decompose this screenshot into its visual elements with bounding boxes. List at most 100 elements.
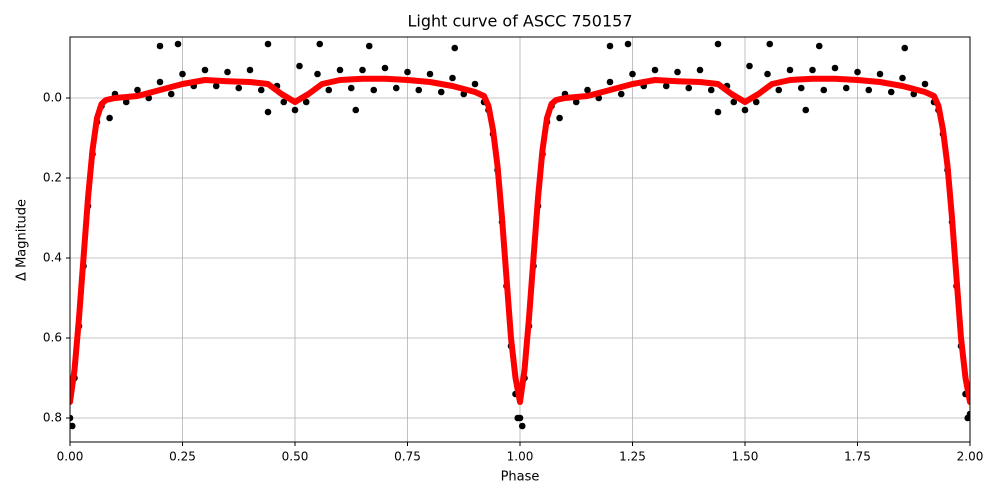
data-point: [865, 86, 873, 94]
data-point: [264, 108, 272, 116]
data-point: [352, 106, 360, 114]
data-point: [316, 40, 324, 48]
data-point: [370, 86, 378, 94]
data-point: [106, 114, 113, 122]
data-point: [264, 40, 272, 48]
y-tick-label: 0.2: [43, 171, 62, 185]
data-point: [606, 78, 614, 86]
data-point: [707, 86, 715, 94]
y-tick-label: 0.4: [43, 251, 62, 265]
data-point: [887, 88, 895, 96]
x-tick-label: 1.00: [507, 450, 534, 464]
data-point: [685, 84, 693, 92]
data-point: [201, 66, 209, 74]
plot-area: [70, 40, 970, 430]
x-tick-label: 1.75: [844, 450, 871, 464]
data-point: [624, 40, 632, 48]
data-point: [257, 86, 265, 94]
x-tick-label: 1.50: [732, 450, 759, 464]
data-point: [617, 90, 625, 98]
data-point: [842, 84, 850, 92]
data-point: [325, 86, 333, 94]
data-point: [802, 106, 810, 114]
data-point: [404, 68, 411, 76]
data-point: [302, 98, 310, 106]
data-point: [296, 62, 303, 70]
data-point: [235, 84, 243, 92]
x-tick-label: 0.75: [394, 450, 421, 464]
data-point: [820, 86, 828, 94]
data-point: [809, 66, 816, 74]
data-point: [174, 40, 182, 48]
data-point: [775, 86, 783, 94]
x-tick-label: 1.25: [619, 450, 646, 464]
data-point: [854, 68, 861, 76]
data-point: [752, 98, 760, 106]
data-point: [764, 70, 771, 78]
y-axis-label: Δ Magnitude: [15, 199, 30, 281]
data-point: [156, 42, 164, 50]
x-tick-label: 0.00: [57, 450, 84, 464]
data-point: [156, 78, 164, 86]
data-point: [714, 40, 722, 48]
data-point: [714, 108, 722, 116]
data-point: [70, 422, 76, 430]
data-point: [167, 90, 175, 98]
data-point: [70, 414, 74, 422]
data-point: [437, 88, 445, 96]
y-tick-label: 0.8: [43, 411, 62, 425]
data-point: [134, 86, 141, 94]
data-point: [696, 66, 704, 74]
data-point: [365, 42, 373, 50]
y-tick-label: 0.0: [43, 91, 62, 105]
x-tick-label: 0.25: [169, 450, 196, 464]
data-point: [741, 106, 749, 114]
data-point: [584, 86, 591, 94]
data-point: [179, 70, 186, 78]
data-point: [766, 40, 774, 48]
data-point: [359, 66, 366, 74]
data-point: [280, 98, 288, 106]
data-point: [746, 62, 753, 70]
data-point: [815, 42, 823, 50]
data-point: [606, 42, 614, 50]
x-tick-label: 0.50: [282, 450, 309, 464]
data-point: [246, 66, 254, 74]
data-point: [921, 80, 929, 88]
data-point: [224, 68, 231, 76]
data-point: [426, 70, 434, 78]
x-tick-label: 2.00: [957, 450, 984, 464]
y-tick-label: 0.6: [43, 331, 62, 345]
data-point: [471, 80, 479, 88]
data-point: [212, 82, 220, 90]
data-point: [516, 414, 524, 422]
data-point: [347, 84, 355, 92]
data-point: [901, 44, 909, 52]
data-point: [556, 114, 563, 122]
data-point: [662, 82, 670, 90]
data-point: [797, 84, 805, 92]
data-point: [876, 70, 884, 78]
data-point: [966, 410, 970, 418]
data-point: [314, 70, 321, 78]
data-point: [451, 44, 459, 52]
data-point: [336, 66, 344, 74]
data-point: [122, 98, 130, 106]
data-point: [730, 98, 738, 106]
data-point: [831, 64, 839, 72]
data-point: [786, 66, 794, 74]
data-point: [674, 68, 681, 76]
data-point: [572, 98, 580, 106]
data-point: [518, 422, 526, 430]
model-line: [70, 75, 970, 405]
ticks: 0.00 0.25 0.50 0.75 1.00 1.25 1.50 1.75 2.00 0.0 0…: [43, 91, 983, 464]
data-point: [392, 84, 400, 92]
data-point: [651, 66, 659, 74]
data-point: [629, 70, 636, 78]
data-point: [449, 74, 456, 82]
data-point: [415, 86, 423, 94]
x-axis-label: Phase: [501, 470, 540, 485]
data-point: [291, 106, 299, 114]
data-point: [381, 64, 389, 72]
